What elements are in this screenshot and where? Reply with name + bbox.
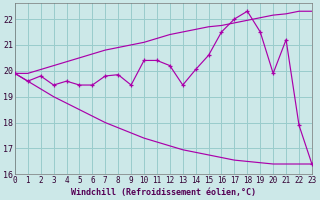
X-axis label: Windchill (Refroidissement éolien,°C): Windchill (Refroidissement éolien,°C) (71, 188, 256, 197)
